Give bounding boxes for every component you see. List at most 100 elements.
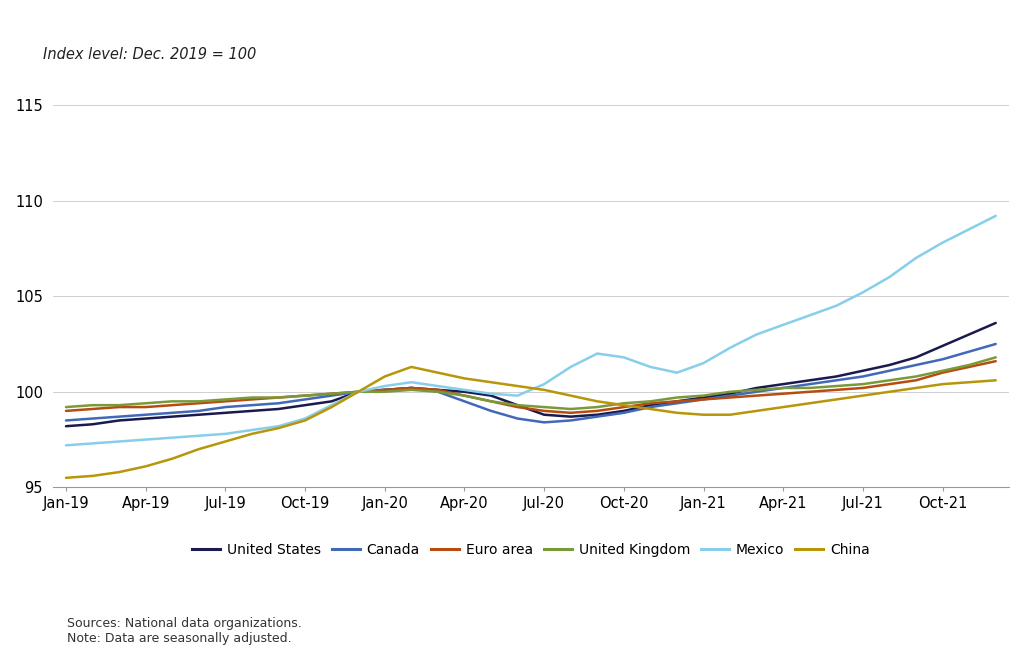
United States [910,353,923,361]
Line: United States: United States [66,323,995,426]
Euro area [193,399,205,407]
United States [936,342,948,350]
China [564,391,577,399]
Mexico [86,439,98,447]
Mexico [804,312,816,319]
China [326,403,338,411]
Canada [963,348,975,356]
Mexico [830,302,843,310]
United States [963,330,975,338]
United Kingdom [511,401,523,409]
Euro area [591,407,603,415]
United Kingdom [936,367,948,375]
United Kingdom [751,386,763,394]
United Kingdom [617,399,630,407]
China [857,391,869,399]
United Kingdom [644,397,656,405]
Euro area [272,393,285,401]
United States [246,407,258,415]
Canada [326,391,338,399]
United Kingdom [564,405,577,413]
United States [884,361,896,369]
Euro area [485,397,498,405]
United States [326,397,338,405]
United States [59,422,72,430]
Canada [697,395,710,403]
United Kingdom [113,401,125,409]
China [884,388,896,396]
Canada [724,391,736,399]
Euro area [511,403,523,411]
China [511,382,523,390]
Euro area [246,395,258,403]
United States [830,373,843,380]
United Kingdom [326,390,338,398]
United Kingdom [432,388,444,396]
United States [564,413,577,421]
United Kingdom [272,393,285,401]
Euro area [884,380,896,388]
Canada [857,373,869,380]
United States [485,391,498,399]
Euro area [989,357,1001,365]
United States [777,380,790,388]
United Kingdom [246,393,258,401]
Euro area [326,390,338,398]
Euro area [936,369,948,376]
China [963,378,975,386]
Euro area [86,405,98,413]
Mexico [166,434,178,441]
United Kingdom [538,403,550,411]
China [432,369,444,376]
Mexico [538,380,550,388]
Canada [139,411,152,419]
China [777,403,790,411]
Mexico [777,321,790,329]
United Kingdom [724,388,736,396]
Euro area [697,395,710,403]
Mexico [113,437,125,445]
China [406,363,418,371]
China [352,388,365,396]
United Kingdom [86,401,98,409]
China [166,455,178,463]
United Kingdom [910,373,923,380]
Canada [511,415,523,422]
United States [751,384,763,392]
Euro area [219,397,231,405]
United States [989,319,1001,327]
China [830,395,843,403]
China [219,437,231,445]
Mexico [884,273,896,281]
Mexico [910,254,923,262]
United Kingdom [299,391,311,399]
Mexico [963,226,975,233]
China [59,474,72,481]
United Kingdom [857,380,869,388]
Euro area [910,376,923,384]
Mexico [193,432,205,439]
Line: Canada: Canada [66,344,995,422]
Euro area [724,393,736,401]
China [617,401,630,409]
Mexico [511,391,523,399]
China [644,405,656,413]
Mexico [617,353,630,361]
Canada [671,399,683,407]
Euro area [830,386,843,394]
United States [379,386,391,394]
Euro area [432,386,444,394]
Text: Index level: Dec. 2019 = 100: Index level: Dec. 2019 = 100 [43,47,256,62]
Mexico [671,369,683,376]
Mexico [989,212,1001,220]
Mexico [219,430,231,438]
United Kingdom [830,382,843,390]
China [86,472,98,480]
Canada [910,361,923,369]
Canada [272,399,285,407]
Canada [989,340,1001,348]
Canada [59,417,72,424]
United States [671,397,683,405]
China [246,430,258,438]
Canada [219,403,231,411]
